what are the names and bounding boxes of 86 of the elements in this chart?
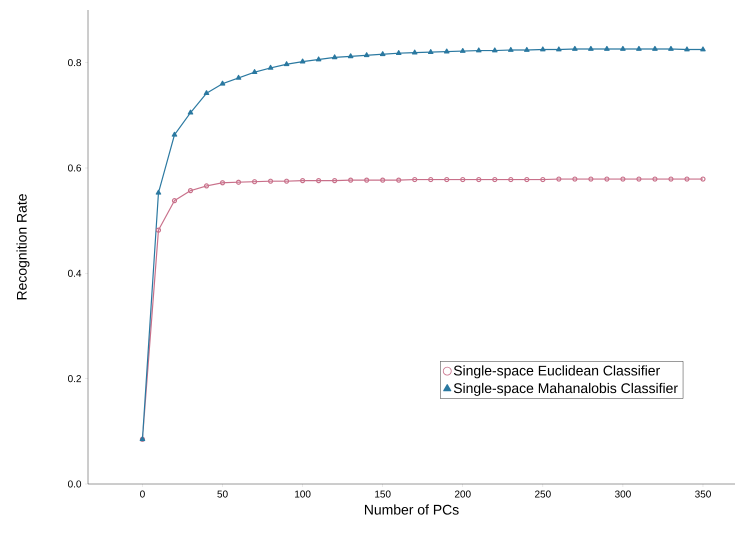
x-tick-label: 50 [217, 490, 228, 498]
point [524, 46, 530, 52]
point [204, 183, 210, 188]
y-axis-title: Recognition Rate [16, 194, 30, 300]
x-tick-label: 100 [295, 490, 311, 498]
point [588, 176, 594, 182]
point [572, 46, 578, 51]
point [252, 69, 258, 74]
x-tick-label: 0 [140, 490, 145, 498]
point [300, 178, 306, 184]
point [284, 61, 290, 66]
y-tick-label: 0.2 [68, 375, 81, 382]
point [412, 50, 418, 55]
point [556, 176, 562, 182]
point [268, 178, 274, 184]
point [604, 176, 610, 182]
point [620, 176, 626, 182]
point [476, 176, 482, 182]
point [556, 46, 562, 52]
point [476, 47, 482, 52]
point [284, 178, 290, 184]
point [300, 58, 306, 64]
legend-label: Single-space Mahanalobis Classifier [454, 382, 678, 396]
point [684, 176, 690, 182]
point [540, 46, 546, 52]
point [428, 176, 434, 182]
point [380, 178, 386, 183]
point [220, 180, 226, 186]
point [588, 46, 594, 51]
point [604, 46, 610, 51]
point [508, 176, 514, 182]
point [316, 178, 322, 184]
point [492, 176, 498, 182]
point [652, 176, 658, 182]
point [636, 46, 642, 51]
point [460, 48, 466, 53]
point [188, 110, 194, 115]
point [252, 179, 258, 184]
x-axis-title: Number of PCs [364, 504, 459, 515]
point [412, 176, 418, 182]
y-tick-label: 0.8 [68, 59, 82, 66]
point [620, 46, 626, 51]
point [668, 176, 674, 182]
point [348, 53, 354, 58]
point [396, 178, 402, 183]
point [204, 90, 210, 96]
point [332, 178, 338, 184]
x-tick-label: 300 [614, 490, 631, 498]
point [700, 46, 706, 52]
point [684, 46, 690, 52]
point [540, 176, 546, 182]
legend-label: Single-space Euclidean Classifier [454, 365, 660, 378]
point [508, 46, 514, 52]
point [524, 176, 530, 182]
point [220, 80, 226, 86]
point [668, 46, 674, 51]
point [172, 132, 178, 137]
point [332, 54, 338, 60]
y-tick-label: 0.0 [68, 480, 82, 488]
point [156, 228, 162, 233]
point [172, 198, 178, 204]
y-tick-label: 0.4 [68, 270, 82, 277]
point [428, 49, 434, 54]
x-tick-label: 250 [535, 490, 551, 498]
point [364, 178, 370, 183]
point [444, 176, 450, 182]
point [364, 52, 370, 58]
point [236, 180, 242, 185]
x-tick-label: 200 [454, 490, 471, 498]
point [188, 188, 194, 194]
x-tick-label: 350 [695, 490, 711, 498]
point [268, 64, 274, 70]
point [396, 50, 402, 56]
point [236, 74, 242, 80]
point [156, 190, 162, 195]
point [444, 48, 450, 54]
x-tick-label: 150 [375, 490, 391, 498]
point [460, 176, 466, 182]
point [316, 56, 322, 62]
point [652, 46, 658, 51]
point [572, 176, 578, 182]
point [492, 47, 498, 52]
point [380, 51, 386, 56]
point [636, 176, 642, 182]
y-tick-label: 0.6 [68, 164, 82, 172]
point [348, 178, 354, 183]
